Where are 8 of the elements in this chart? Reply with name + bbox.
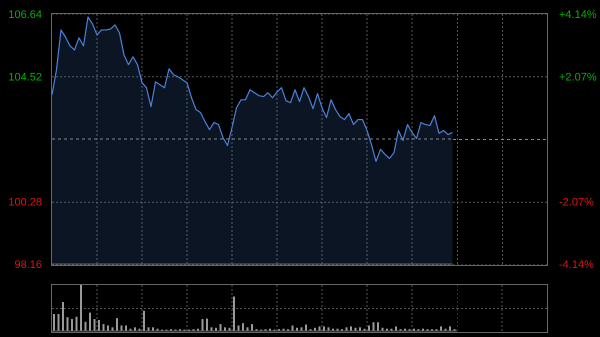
y2-tick-label: -2.07% xyxy=(559,196,594,208)
y-tick-label: 100.28 xyxy=(8,196,42,208)
y-tick-label: 104.52 xyxy=(8,72,42,84)
y2-tick-label: +2.07% xyxy=(559,72,597,84)
y2-tick-label: +4.14% xyxy=(559,9,597,21)
y-tick-label: 106.64 xyxy=(8,9,42,21)
y-tick-label: 98.16 xyxy=(14,259,42,271)
y2-tick-label: -4.14% xyxy=(559,259,594,271)
